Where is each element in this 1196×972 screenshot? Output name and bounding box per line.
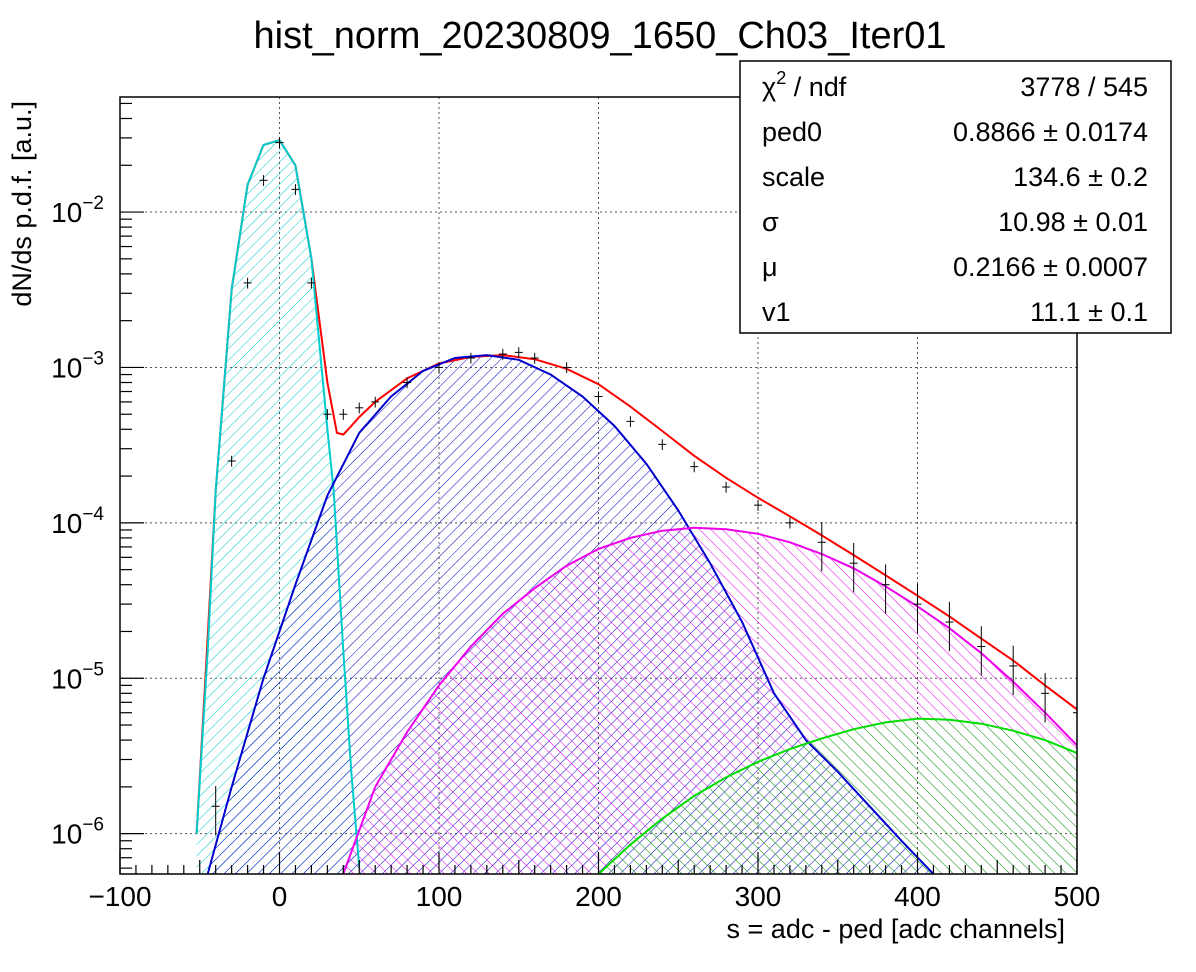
data-point (339, 409, 348, 420)
data-point (722, 481, 731, 493)
data-point (435, 362, 443, 374)
data-point (211, 786, 220, 836)
data-point (785, 517, 794, 529)
fit-curve (206, 354, 935, 874)
stats-row-value: 3778 / 545 (1020, 72, 1148, 102)
data-point (977, 626, 986, 676)
data-point (259, 175, 268, 186)
data-point (530, 352, 539, 364)
stats-row-value: 0.8866 ± 0.0174 (953, 117, 1148, 147)
stats-row-value: 10.98 ± 0.01 (998, 207, 1148, 237)
data-point (1073, 692, 1077, 742)
data-point (913, 583, 922, 634)
data-point (626, 416, 635, 427)
stats-row-name: scale (762, 162, 825, 192)
stats-row-name: ped0 (762, 117, 822, 147)
x-tick-label: 300 (735, 881, 782, 912)
x-tick-label: 0 (272, 881, 288, 912)
data-point (323, 409, 332, 420)
y-axis-title: dN/ds p.d.f. [a.u.] (7, 101, 37, 307)
data-point (594, 391, 603, 403)
stats-box-frame (739, 60, 1172, 334)
stats-row-name: χ2 / ndf (762, 68, 847, 102)
stats-row-name: σ (762, 207, 779, 237)
data-points (211, 137, 1077, 836)
data-point (1041, 673, 1050, 723)
data-point (307, 277, 316, 289)
data-point (817, 522, 826, 572)
data-point (1009, 645, 1018, 696)
x-tick-label: 400 (894, 881, 941, 912)
x-axis-title: s = adc - ped [adc channels] (727, 914, 1065, 944)
data-point (514, 347, 523, 359)
component-fill (598, 718, 1077, 874)
data-point (403, 377, 412, 389)
y-tick-label: 10−3 (51, 348, 104, 383)
data-point (945, 601, 954, 652)
x-tick-label: 100 (416, 881, 463, 912)
data-point (754, 499, 762, 511)
x-tick-label: 500 (1054, 881, 1101, 912)
x-tick-label: 200 (575, 881, 622, 912)
fit-curve (597, 717, 1077, 874)
y-tick-label: 10−5 (51, 659, 104, 694)
data-point (275, 137, 284, 149)
stats-row-value: 0.2166 ± 0.0007 (953, 252, 1148, 282)
data-point (243, 277, 252, 289)
data-point (881, 564, 890, 614)
stats-box: χ2 / ndf 3778 / 545 ped0 0.8866 ± 0.0174 sca… (739, 60, 1172, 334)
y-tick-label: 10−6 (51, 815, 104, 850)
stats-row-name: v1 (762, 297, 791, 327)
data-point (355, 402, 364, 414)
data-point (291, 184, 300, 195)
fit-curve (342, 526, 1077, 874)
y-tick-label: 10−2 (51, 193, 104, 228)
stats-rows: χ2 / ndf 3778 / 545 ped0 0.8866 ± 0.0174 sca… (762, 68, 1148, 327)
stats-row-name: μ (762, 252, 778, 282)
data-point (371, 396, 380, 408)
plot-area (195, 137, 1077, 874)
data-point (690, 461, 699, 473)
x-tick-label: −100 (88, 881, 151, 912)
data-point (562, 362, 571, 374)
axes: −100 0 100 200 300 400 500 10−6 10−5 10−4 10−3 10−2 (51, 102, 1101, 912)
chart-title: hist_norm_20230809_1650_Ch03_Iter01 (254, 15, 947, 57)
component-fills (196, 140, 1077, 874)
data-point (849, 542, 858, 593)
stats-row-value: 134.6 ± 0.2 (1013, 162, 1148, 192)
data-point (658, 439, 667, 450)
data-point (227, 455, 236, 467)
data-point (466, 352, 475, 364)
fit-curve (195, 139, 361, 869)
y-tick-label: 10−4 (51, 504, 104, 539)
data-point (498, 348, 507, 360)
stats-row-value: 11.1 ± 0.1 (1030, 297, 1148, 327)
